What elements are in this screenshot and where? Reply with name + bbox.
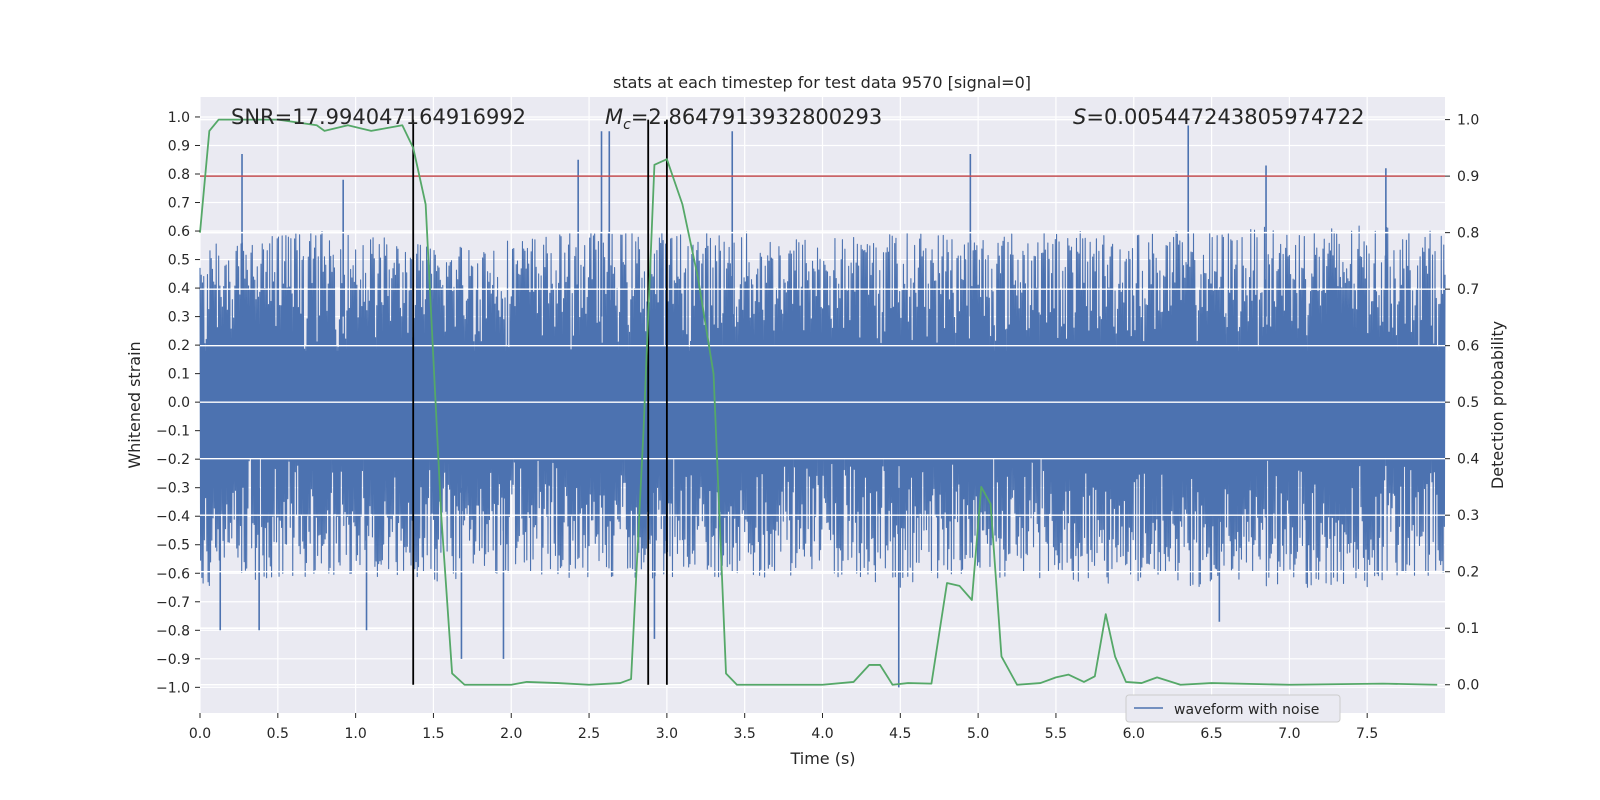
x-tick-label: 5.0 — [967, 726, 989, 742]
y2-tick-label: 0.2 — [1457, 565, 1479, 581]
s-symbol: S — [1073, 105, 1086, 129]
y2-tick-label: 0.5 — [1457, 395, 1479, 411]
y-tick-label: −0.2 — [156, 452, 190, 468]
y-tick-label: −0.7 — [156, 595, 190, 611]
s-annotation: S=0.005447243805974722 — [1073, 105, 1364, 129]
x-tick-label: 6.0 — [1123, 726, 1145, 742]
y2-tick-label: 1.0 — [1457, 113, 1479, 129]
x-tick-label: 2.0 — [500, 726, 522, 742]
x-tick-label: 7.0 — [1278, 726, 1300, 742]
y-tick-label: 0.9 — [168, 138, 190, 154]
waveform-dense-band — [200, 350, 1445, 460]
y-tick-label: −0.8 — [156, 623, 190, 639]
x-tick-label: 4.0 — [811, 726, 833, 742]
y-tick-label: 0.4 — [168, 281, 190, 297]
y2-tick-label: 0.3 — [1457, 508, 1479, 524]
mc-symbol: M — [605, 105, 623, 129]
x-tick-label: 4.5 — [889, 726, 911, 742]
y-tick-label: 0.7 — [168, 196, 190, 212]
chart-title: stats at each timestep for test data 957… — [613, 73, 1031, 92]
y-tick-label: −0.9 — [156, 652, 190, 668]
probability-line — [199, 118, 1438, 686]
x-tick-label: 2.5 — [578, 726, 600, 742]
y-tick-label: 0.3 — [168, 310, 190, 326]
x-axis-label: Time (s) — [789, 749, 855, 768]
x-tick-label: 1.0 — [344, 726, 366, 742]
y-axis-label: Whitened strain — [125, 341, 144, 468]
y2-tick-label: 0.1 — [1457, 621, 1479, 637]
y-tick-label: 0.5 — [168, 253, 190, 269]
probability-series — [199, 118, 1438, 686]
y2-tick-label: 0.4 — [1457, 452, 1479, 468]
mc-subscript: c — [623, 117, 631, 133]
y2-tick-label: 0.9 — [1457, 169, 1479, 185]
x-tick-label: 3.0 — [656, 726, 678, 742]
mc-value: =2.8647913932800293 — [631, 105, 882, 129]
y2-tick-label: 0.6 — [1457, 339, 1479, 355]
y-tick-label: −0.6 — [156, 566, 190, 582]
x-tick-label: 1.5 — [422, 726, 444, 742]
y-tick-label: −0.5 — [156, 538, 190, 554]
y-tick-label: 0.1 — [168, 367, 190, 383]
y-tick-label: 0.8 — [168, 167, 190, 183]
x-tick-label: 7.5 — [1356, 726, 1378, 742]
y2-axis-label: Detection probability — [1488, 321, 1507, 489]
waveform-series — [199, 125, 1446, 688]
legend-label: waveform with noise — [1174, 702, 1319, 718]
y-tick-label: −0.3 — [156, 481, 190, 497]
vertical-markers — [412, 119, 668, 685]
x-tick-label: 6.5 — [1200, 726, 1222, 742]
y2-tick-label: 0.7 — [1457, 282, 1479, 298]
chirp-mass-annotation: Mc=2.8647913932800293 — [605, 105, 882, 133]
s-value: =0.005447243805974722 — [1086, 105, 1364, 129]
x-tick-label: 5.5 — [1045, 726, 1067, 742]
y-tick-label: 1.0 — [168, 110, 190, 126]
axes: 0.0 0.5 1.0 1.5 2.0 2.5 3.0 3.5 4.0 4.5 5.0 5.5 6.0 6… — [156, 110, 1479, 742]
x-tick-label: 3.5 — [734, 726, 756, 742]
legend: waveform with noise — [1125, 694, 1341, 723]
y-tick-label: −0.4 — [156, 509, 190, 525]
y-tick-label: 0.0 — [168, 395, 190, 411]
y-tick-label: −0.1 — [156, 424, 190, 440]
snr-annotation: SNR=17.994047164916992 — [231, 105, 526, 129]
y-tick-label: 0.6 — [168, 224, 190, 240]
y-tick-label: 0.2 — [168, 338, 190, 354]
legend-box — [1125, 694, 1341, 723]
y-tick-label: −1.0 — [156, 680, 190, 696]
y2-tick-label: 0.8 — [1457, 226, 1479, 242]
x-tick-label: 0.5 — [267, 726, 289, 742]
x-tick-label: 0.0 — [189, 726, 211, 742]
y2-tick-label: 0.0 — [1457, 678, 1479, 694]
